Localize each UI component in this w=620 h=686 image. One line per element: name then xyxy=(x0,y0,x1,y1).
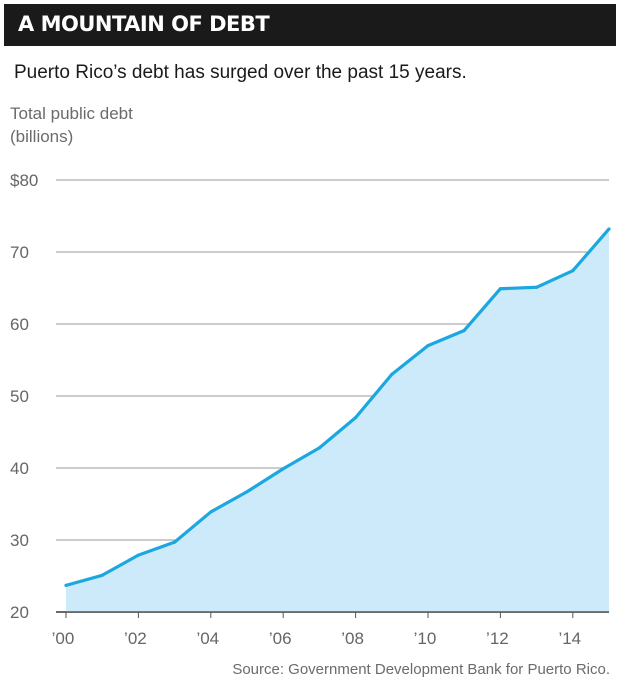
area-layer xyxy=(56,227,611,613)
data-point-2012 xyxy=(498,287,502,291)
axis-labels: 20 30 40 50 60 70 $80 ’00 ’02 ’04 ’06 ’08 ’10 ’12 ’14 xyxy=(10,171,581,648)
y-axis-label-line1: Total public debt xyxy=(10,104,133,123)
x-tick-label: ’00 xyxy=(52,629,75,648)
x-tick-label: ’06 xyxy=(269,629,292,648)
data-point-2013 xyxy=(535,285,539,289)
x-tick-label: ’04 xyxy=(196,629,219,648)
chart-title: A MOUNTAIN OF DEBT xyxy=(18,12,270,36)
data-point-2001 xyxy=(100,573,104,577)
x-tick-label: ’08 xyxy=(341,629,364,648)
y-tick-label: 50 xyxy=(10,387,29,406)
data-point-2003 xyxy=(173,540,177,544)
y-axis-label: Total public debt (billions) xyxy=(10,102,133,148)
y-tick-label: 70 xyxy=(10,243,29,262)
data-point-2002 xyxy=(136,553,140,557)
data-point-2010 xyxy=(426,344,430,348)
data-point-2008 xyxy=(354,416,358,420)
y-axis-label-line2: (billions) xyxy=(10,127,74,146)
x-tick-label: ’10 xyxy=(414,629,437,648)
x-tick-label: ’14 xyxy=(558,629,581,648)
debt-series-line xyxy=(65,227,611,587)
x-tick-label: ’12 xyxy=(486,629,509,648)
data-point-2006 xyxy=(281,467,285,471)
data-point-2009 xyxy=(390,372,394,376)
data-point-2011 xyxy=(462,328,466,333)
debt-area-fill xyxy=(66,228,609,612)
y-tick-label: 20 xyxy=(10,603,29,622)
data-point-2000 xyxy=(64,583,68,587)
chart-subtitle: Puerto Rico’s debt has surged over the p… xyxy=(14,62,467,83)
y-tick-label: 40 xyxy=(10,459,29,478)
y-tick-label: 60 xyxy=(10,315,29,334)
y-tick-label: 30 xyxy=(10,531,29,550)
data-point-2005 xyxy=(245,490,249,494)
source-note: Source: Government Development Bank for … xyxy=(232,661,610,678)
y-tick-label: $80 xyxy=(10,171,38,190)
header-bar: A MOUNTAIN OF DEBT xyxy=(4,4,616,46)
data-point-2015 xyxy=(607,227,611,231)
data-point-2007 xyxy=(317,446,321,450)
x-tick-label: ’02 xyxy=(124,629,147,648)
data-point-2004 xyxy=(209,510,213,514)
data-point-2014 xyxy=(571,269,575,273)
